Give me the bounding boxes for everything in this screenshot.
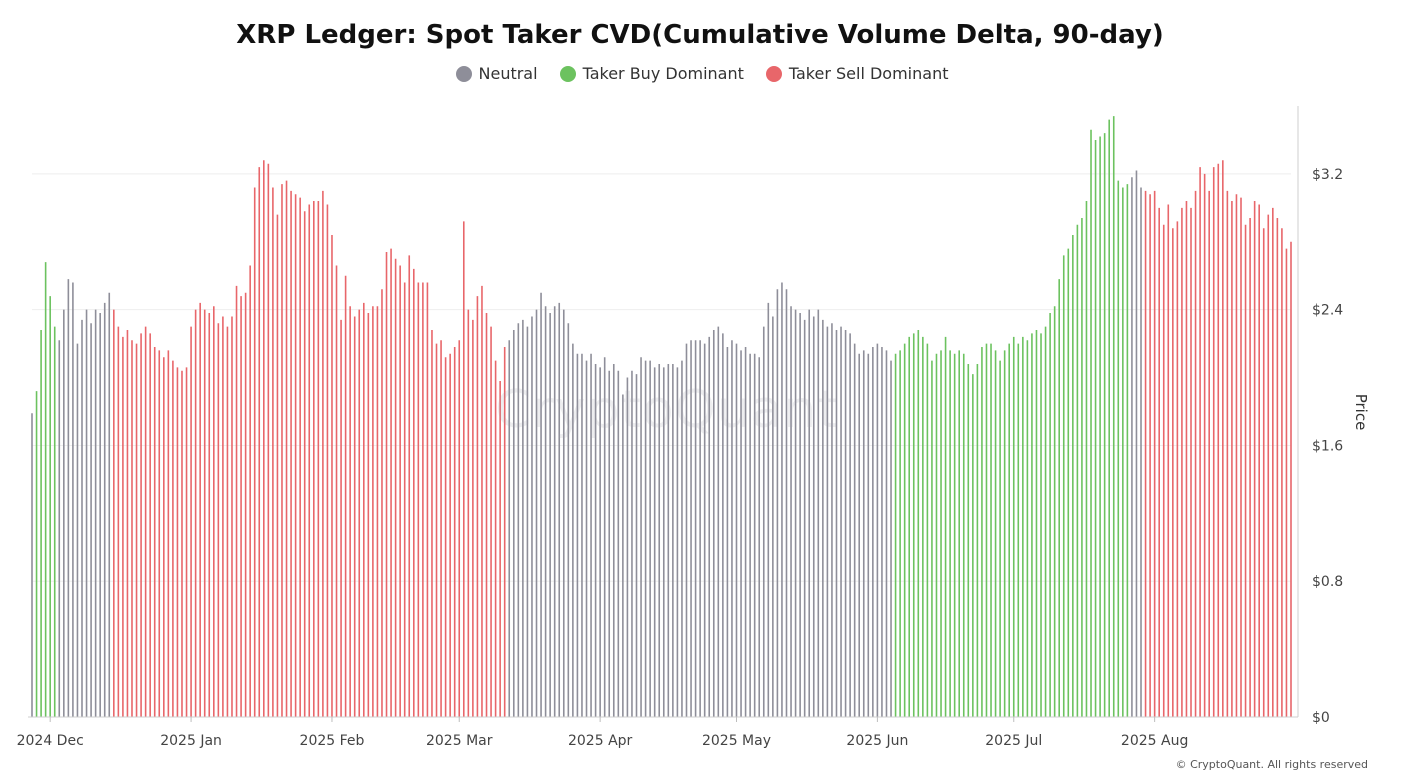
chart-title: XRP Ledger: Spot Taker CVD(Cumulative Vo… bbox=[236, 20, 1164, 50]
bars bbox=[31, 116, 1292, 717]
legend-label-taker-sell: Taker Sell Dominant bbox=[788, 64, 949, 83]
legend-item-neutral[interactable]: Neutral bbox=[455, 64, 538, 83]
y-axis-title: Price bbox=[1352, 394, 1370, 431]
x-tick-label: 2025 Feb bbox=[300, 733, 365, 749]
watermark-logo: CryptoQuant bbox=[495, 380, 839, 440]
legend: Neutral Taker Buy Dominant Taker Sell Do… bbox=[0, 64, 1404, 83]
legend-swatch-neutral bbox=[455, 65, 472, 82]
legend-item-taker-sell[interactable]: Taker Sell Dominant bbox=[765, 64, 949, 83]
axes: $0 $0.8 $1.6 $2.4 $3.2 2024 Dec 2025 Jan 2025 F… bbox=[17, 106, 1370, 749]
y-tick-label: $0 bbox=[1312, 710, 1330, 726]
legend-label-taker-buy: Taker Buy Dominant bbox=[582, 64, 744, 83]
x-tick-label: 2025 Jun bbox=[846, 733, 908, 749]
legend-swatch-taker-sell bbox=[765, 65, 782, 82]
legend-item-taker-buy[interactable]: Taker Buy Dominant bbox=[559, 64, 744, 83]
gridlines bbox=[32, 173, 1291, 582]
copyright-notice: © CryptoQuant. All rights reserved bbox=[1175, 758, 1368, 771]
legend-swatch-taker-buy bbox=[559, 65, 576, 82]
x-tick-label: 2025 May bbox=[702, 733, 771, 749]
legend-label-neutral: Neutral bbox=[478, 64, 538, 83]
y-tick-label: $2.4 bbox=[1312, 303, 1343, 319]
x-tick-label: 2025 Mar bbox=[426, 733, 493, 749]
x-tick-label: 2025 Jul bbox=[985, 733, 1042, 749]
y-tick-label: $0.8 bbox=[1312, 574, 1343, 590]
y-tick-label: $1.6 bbox=[1312, 438, 1343, 454]
x-tick-label: 2025 Jan bbox=[160, 733, 222, 749]
x-tick-label: 2024 Dec bbox=[17, 733, 84, 749]
x-tick-label: 2025 Aug bbox=[1121, 733, 1188, 749]
y-tick-label: $3.2 bbox=[1312, 167, 1343, 183]
x-tick-label: 2025 Apr bbox=[568, 733, 633, 749]
